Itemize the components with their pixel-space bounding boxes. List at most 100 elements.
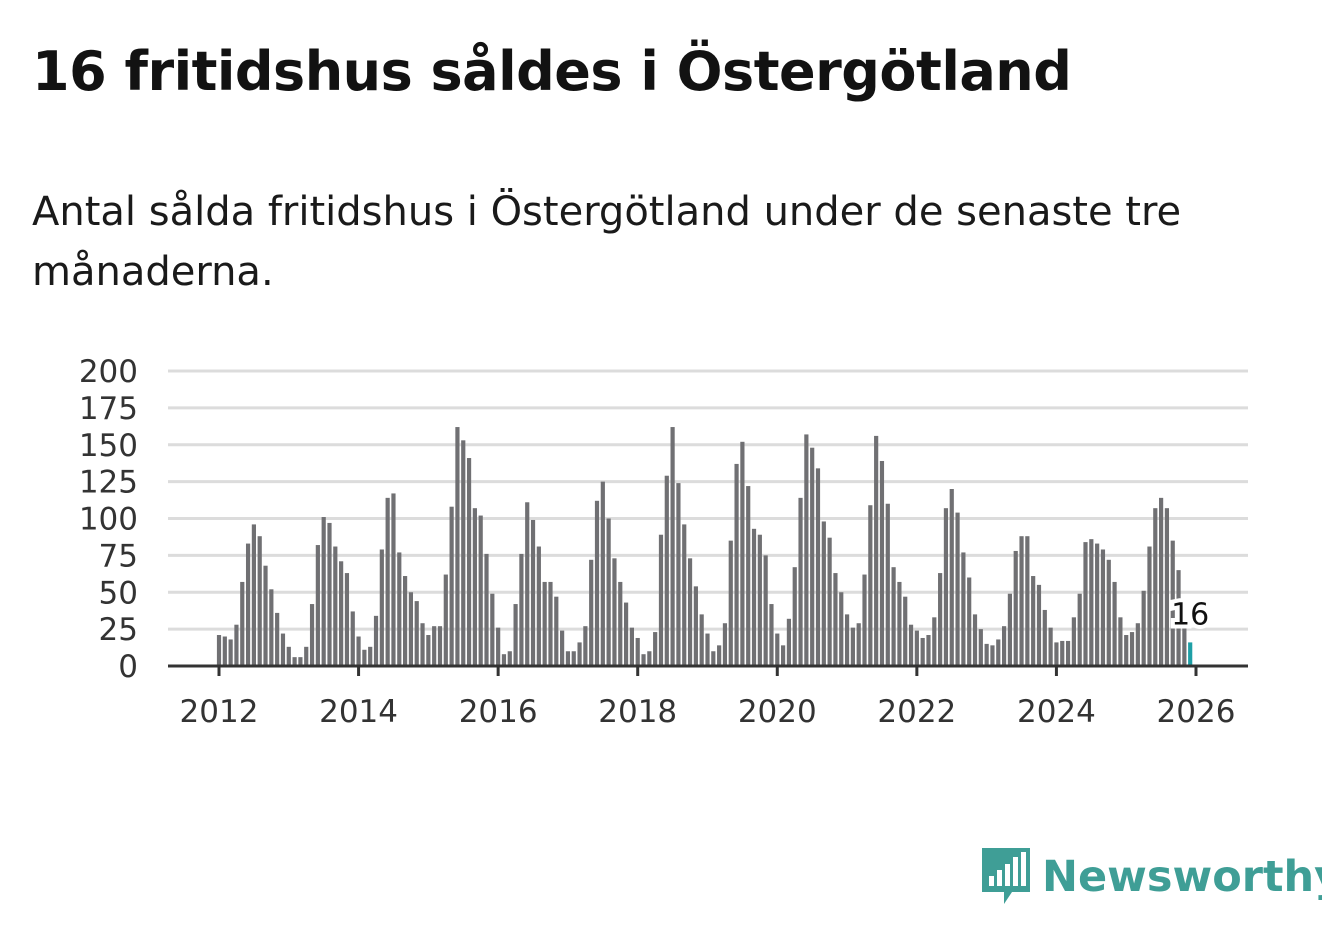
y-tick-label: 100 (79, 502, 138, 538)
bar (1124, 635, 1129, 666)
x-tick-label: 2020 (738, 694, 817, 730)
y-tick-label: 150 (79, 428, 138, 464)
bar (1013, 550, 1018, 666)
bar (786, 618, 792, 666)
bar (722, 623, 728, 666)
bar (263, 565, 268, 666)
bar (943, 508, 949, 666)
bar (1054, 642, 1059, 666)
bar (1031, 576, 1036, 666)
y-tick-label: 175 (79, 391, 138, 427)
bar (339, 561, 344, 666)
bar (687, 558, 693, 666)
x-tick-label: 2026 (1157, 694, 1236, 730)
chart-title: 16 fritidshus såldes i Östergötland (32, 40, 1072, 103)
bar (466, 458, 472, 666)
bar (513, 604, 518, 666)
bar (234, 624, 239, 666)
bar (699, 614, 704, 667)
bar (926, 635, 931, 666)
bar (373, 615, 379, 666)
bar (1100, 549, 1106, 666)
bar (1159, 497, 1164, 666)
x-tick-label: 2016 (459, 694, 538, 730)
bar (1118, 617, 1123, 666)
bar (728, 540, 733, 667)
bar (1048, 627, 1053, 666)
bar (618, 581, 623, 666)
bar (443, 574, 448, 666)
bar (967, 577, 972, 666)
bar (461, 440, 466, 666)
bar (327, 522, 332, 666)
bar (1153, 508, 1158, 666)
bar (560, 630, 565, 666)
bar (600, 481, 605, 667)
bar (746, 486, 751, 666)
bar (769, 604, 774, 666)
x-tick-label: 2022 (877, 694, 956, 730)
bar (1089, 539, 1094, 666)
bar (292, 657, 297, 666)
bar (309, 604, 315, 666)
chart-subtitle: Antal sålda fritidshus i Östergötland un… (32, 189, 1182, 295)
bar (862, 574, 867, 666)
bar (612, 558, 617, 666)
bar (833, 573, 838, 666)
bar (670, 427, 675, 666)
bar (344, 573, 350, 666)
bar (1002, 626, 1007, 666)
bar (275, 612, 280, 666)
bar (874, 435, 879, 666)
bar (542, 581, 547, 666)
bar (240, 581, 245, 666)
y-tick-label: 200 (79, 354, 138, 390)
bar (403, 576, 408, 666)
bar (653, 632, 658, 666)
bar (705, 633, 710, 666)
bar (426, 635, 431, 666)
bar (885, 503, 890, 666)
bar (530, 519, 536, 666)
bar (955, 512, 960, 666)
bar (1019, 536, 1024, 666)
bar (368, 646, 373, 666)
bar (623, 602, 629, 666)
bar (972, 614, 978, 667)
bar (757, 534, 762, 666)
bar (990, 645, 995, 666)
bar (455, 427, 460, 666)
bar (571, 651, 576, 666)
y-tick-label: 0 (118, 649, 138, 685)
bar (449, 506, 454, 666)
bar (647, 651, 652, 666)
bar (304, 646, 309, 666)
newsworthy-logo-icon (982, 848, 1030, 904)
bar (641, 654, 646, 666)
bar (1170, 540, 1175, 667)
bar (949, 489, 954, 666)
bar (391, 493, 396, 666)
bar (222, 636, 227, 666)
bar-latest (1188, 642, 1193, 666)
bar (781, 645, 786, 666)
bar (635, 637, 640, 666)
bar (408, 592, 414, 666)
bar (321, 517, 326, 666)
bar (1042, 609, 1047, 666)
bar (804, 434, 809, 666)
bar (1147, 546, 1152, 666)
bar (519, 553, 524, 666)
bar (827, 537, 832, 666)
latest-value-label: 16 (1171, 597, 1209, 632)
bar (1112, 581, 1117, 666)
bar (432, 626, 437, 666)
bar (269, 589, 274, 666)
bar (437, 626, 443, 666)
bar (658, 534, 664, 666)
bar (1141, 590, 1146, 666)
bar (996, 639, 1001, 666)
bar (257, 536, 262, 666)
bar (897, 581, 902, 666)
